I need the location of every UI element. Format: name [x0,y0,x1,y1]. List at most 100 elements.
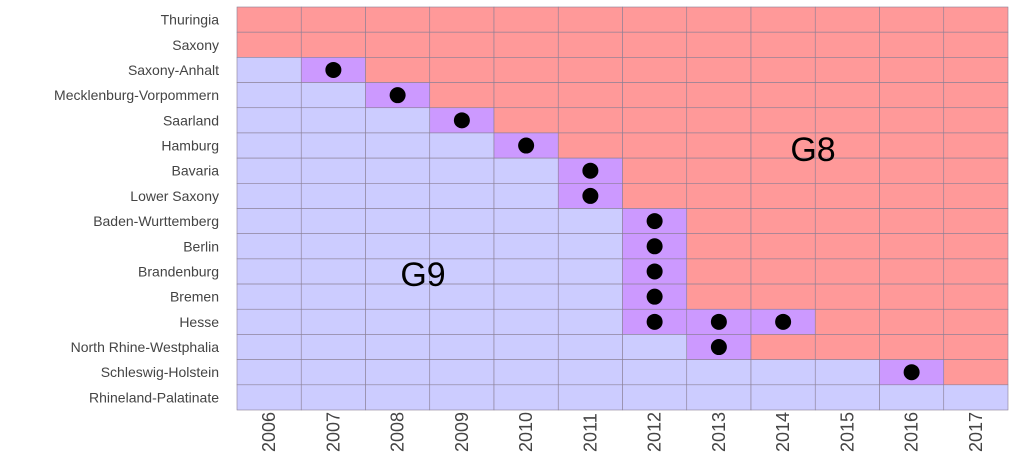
row-label: Hesse [179,314,219,330]
row-label: Bremen [170,289,219,305]
cell [879,258,945,285]
cell [750,334,816,360]
cell [814,107,880,134]
cell [686,132,752,159]
cell [879,208,945,234]
cell [365,107,431,134]
cell [814,183,880,209]
x-tick-label: 2013 [709,412,729,452]
cell [300,6,366,33]
cell [943,157,1009,184]
cell [365,157,431,184]
row-label: Brandenburg [138,263,219,279]
cell [943,359,1009,386]
cell [814,57,880,83]
cell [300,384,366,411]
cell [365,208,431,234]
cell [300,308,366,335]
cell [429,183,495,209]
cell [686,31,752,58]
cell [557,208,623,234]
cell [622,334,688,360]
cell [622,31,688,58]
row-label: Mecklenburg-Vorpommern [54,87,219,103]
cell [365,233,431,260]
cell [879,6,945,33]
x-tick-label: 2015 [837,412,857,452]
cell [750,31,816,58]
cell [493,31,559,58]
cell [879,82,945,109]
cell [622,157,688,184]
row-label: Hamburg [161,138,219,154]
cell [429,359,495,386]
cell [750,283,816,310]
cell [557,233,623,260]
row-label: Thuringia [161,12,220,28]
cell [236,132,302,159]
cell [429,82,495,109]
cell [879,283,945,310]
cell [300,208,366,234]
cell [557,258,623,285]
cell [686,384,752,411]
cell [879,183,945,209]
cell [686,283,752,310]
cell [493,258,559,285]
cell [686,57,752,83]
cell [686,6,752,33]
cell [365,283,431,310]
region-label: G9 [400,256,445,294]
cell [557,359,623,386]
cell [300,107,366,134]
cell [814,308,880,335]
double-cohort-dot [646,213,663,230]
cell [236,157,302,184]
cell [557,6,623,33]
cell [493,384,559,411]
cell [622,57,688,83]
cell [429,384,495,411]
cell [493,359,559,386]
cell [686,258,752,285]
double-cohort-dot [646,238,663,255]
double-cohort-dot [389,87,406,104]
cell [686,359,752,386]
cell [300,82,366,109]
cell [943,208,1009,234]
cell [686,107,752,134]
cell [943,6,1009,33]
cell [943,233,1009,260]
cell [365,308,431,335]
cell [236,258,302,285]
cell [300,157,366,184]
row-label: Lower Saxony [130,188,219,204]
x-tick-label: 2011 [580,413,600,452]
double-cohort-dot [646,313,663,330]
cell [557,31,623,58]
cell [365,132,431,159]
x-tick-label: 2017 [966,412,986,452]
cell [943,308,1009,335]
cell [622,233,688,260]
cell [493,6,559,33]
double-cohort-dot [775,313,792,330]
cell [879,233,945,260]
cell [557,384,623,411]
cell [429,208,495,234]
cell [429,57,495,83]
cell [493,208,559,234]
cell [622,183,688,209]
cell [493,308,559,335]
cell [814,384,880,411]
cell [236,208,302,234]
cell [236,384,302,411]
cell [622,107,688,134]
cell [429,157,495,184]
cell [750,233,816,260]
cell [750,107,816,134]
cell [493,107,559,134]
cell [750,57,816,83]
cell [365,31,431,58]
cell [493,283,559,310]
